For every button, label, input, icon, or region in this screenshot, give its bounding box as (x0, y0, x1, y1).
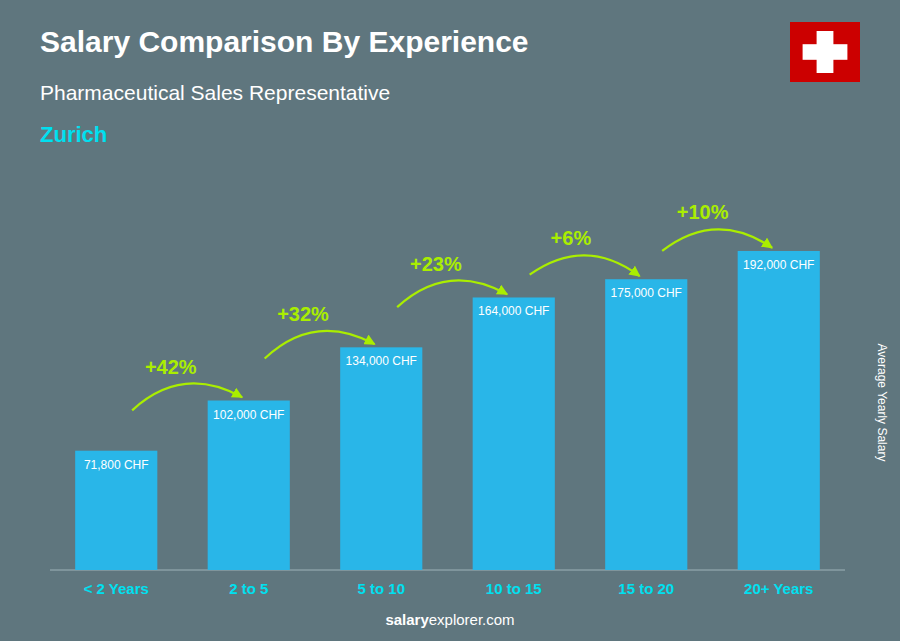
watermark-part: explorer.com (429, 611, 515, 628)
x-tick-label: < 2 Years (84, 580, 149, 597)
x-tick-label: 5 to 10 (357, 580, 405, 597)
data-label: 134,000 CHF (346, 354, 417, 368)
annotation-arrow (132, 383, 242, 410)
bar (738, 251, 820, 570)
bar (340, 347, 422, 570)
annotation: +32% (277, 303, 329, 325)
flag-field (790, 22, 860, 82)
data-label: 192,000 CHF (743, 258, 814, 272)
bar (473, 297, 555, 570)
flag (790, 22, 860, 82)
chart: Salary Comparison By Experience Pharmaceu… (0, 0, 900, 641)
annotation-arrow (530, 255, 640, 276)
title: Salary Comparison By Experience (40, 25, 529, 58)
bar (605, 279, 687, 570)
x-tick-label: 20+ Years (744, 580, 813, 597)
annotation: +10% (677, 201, 729, 223)
annotation: +6% (551, 227, 592, 249)
data-label: 175,000 CHF (611, 286, 682, 300)
annotation-arrow (397, 280, 507, 307)
annotation: +23% (410, 253, 462, 275)
annotation: +42% (145, 356, 197, 378)
data-label: 102,000 CHF (213, 408, 284, 422)
bar (75, 451, 157, 570)
subtitle: Pharmaceutical Sales Representative (40, 81, 390, 104)
x-tick-label: 15 to 20 (618, 580, 674, 597)
watermark-part: salary (385, 611, 429, 628)
data-label: 164,000 CHF (478, 304, 549, 318)
flag-cross (803, 44, 848, 60)
watermark: salaryexplorer.com (385, 611, 514, 628)
annotation-arrow (265, 331, 375, 359)
y-axis-label: Average Yearly Salary (875, 344, 889, 462)
x-tick-label: 10 to 15 (486, 580, 542, 597)
bar (208, 401, 290, 570)
x-axis-line (50, 570, 845, 571)
x-tick-label: 2 to 5 (229, 580, 268, 597)
city: Zurich (40, 122, 107, 147)
annotation-arrow (662, 229, 772, 251)
data-label: 71,800 CHF (84, 458, 149, 472)
background (0, 0, 900, 641)
bars (75, 251, 820, 570)
